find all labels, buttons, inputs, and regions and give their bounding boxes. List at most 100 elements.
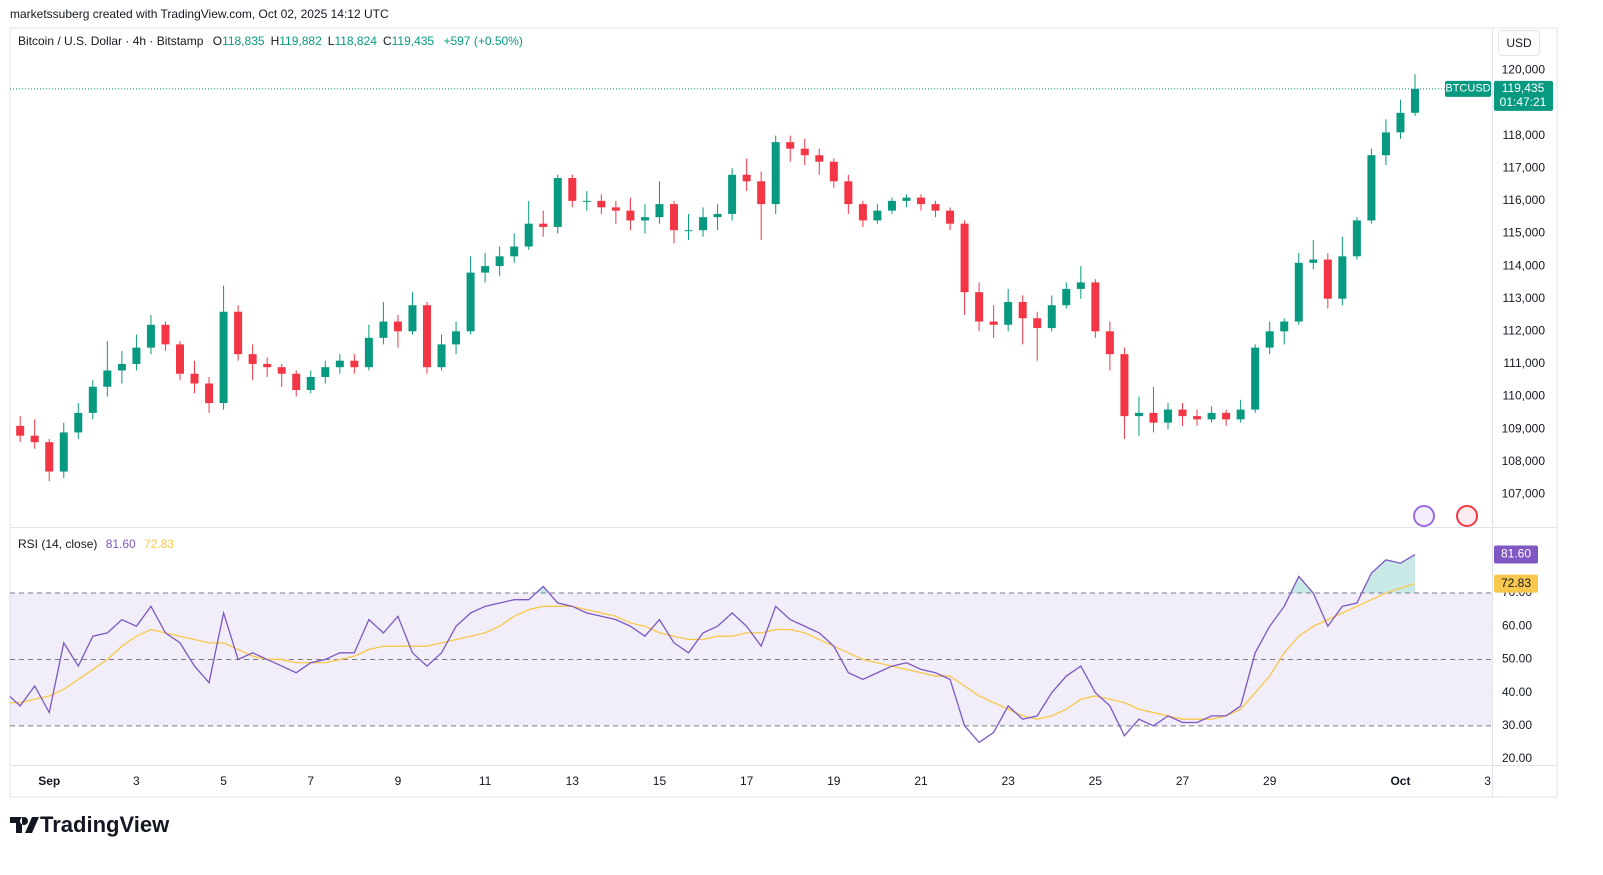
logo: TradingView: [10, 812, 169, 838]
x-tick-label: 3: [133, 774, 140, 788]
candle-body: [481, 266, 490, 273]
candle-body: [1018, 301, 1027, 319]
candle-body: [2, 419, 10, 426]
ohlc-value: 119,882: [279, 34, 322, 48]
candle-body: [524, 223, 533, 247]
x-tick-label: Sep: [38, 774, 60, 788]
ohlc-value: 118,835: [222, 34, 265, 48]
candle-body: [539, 223, 548, 227]
y-tick-label: 60.00: [1502, 618, 1532, 632]
candle-body: [1396, 112, 1405, 133]
overbought-fill: [535, 554, 1415, 594]
icon-button[interactable]: [1413, 505, 1435, 527]
candle-body: [117, 363, 126, 371]
value-badge-label: 81.60: [1501, 547, 1531, 561]
candle-body: [1178, 409, 1187, 417]
candle-body: [146, 324, 155, 348]
y-tick-label: 108,000: [1502, 454, 1546, 468]
candle-body: [1222, 412, 1231, 420]
candle-body: [452, 331, 461, 345]
candle-body: [669, 204, 678, 231]
candle-body: [277, 367, 286, 374]
y-tick-label: 109,000: [1502, 421, 1546, 435]
candle-body: [902, 197, 911, 201]
candle-body: [74, 412, 83, 433]
y-tick-label: 114,000: [1503, 258, 1546, 272]
symbol-legend: Bitcoin / U.S. Dollar · 4h · Bitstamp O1…: [18, 34, 523, 48]
candle-body: [1033, 318, 1042, 329]
candle-body: [1352, 220, 1361, 257]
candle-body: [771, 142, 780, 205]
ohlc-value: 119,435: [391, 34, 435, 48]
candle-body: [1251, 347, 1260, 410]
candle-body: [1120, 354, 1129, 417]
candle-body: [379, 321, 388, 338]
value-badge-label: 72.83: [1501, 576, 1531, 590]
y-tick-label: 113,000: [1503, 291, 1546, 305]
y-tick-label: 119,000: [1503, 95, 1546, 109]
candle-body: [699, 217, 708, 231]
x-tick-label: 11: [479, 774, 492, 788]
candle-body: [742, 174, 751, 182]
candle-body: [103, 370, 112, 387]
symbol-badge: [1445, 80, 1491, 97]
candle-body: [931, 204, 940, 211]
y-tick-label: 118,000: [1503, 128, 1546, 142]
x-tick-label: 15: [653, 774, 667, 788]
y-tick-label: 120,000: [1502, 63, 1546, 77]
candle-body: [292, 373, 301, 391]
currency-button[interactable]: USD: [1498, 30, 1540, 56]
candle-body: [393, 321, 402, 332]
candle-body: [1236, 409, 1245, 420]
candle-body: [408, 305, 417, 332]
y-tick-label: 50.00: [1502, 652, 1532, 666]
candle-body: [684, 230, 693, 232]
x-tick-label: 19: [827, 774, 841, 788]
candle-body: [829, 161, 838, 182]
symbol-badge-label: BTCUSD: [1445, 83, 1490, 95]
y-tick-label: 20.00: [1502, 751, 1532, 765]
candle-body: [1105, 331, 1114, 355]
candle-body: [30, 435, 39, 443]
candle-body: [1091, 282, 1100, 332]
value-badge: [1494, 545, 1538, 564]
logo-icon: [10, 817, 39, 833]
candle-body: [1076, 282, 1085, 289]
candle-body: [1265, 331, 1274, 348]
candle-body: [1367, 155, 1376, 221]
value-badge: [1494, 574, 1538, 593]
candle-body: [1149, 412, 1158, 423]
candle-body: [263, 363, 272, 368]
candle-body: [757, 181, 766, 205]
candle-body: [321, 367, 330, 377]
change: +597 (+0.50%): [443, 34, 523, 48]
candle-body: [437, 344, 446, 368]
y-tick-label: 117,000: [1503, 160, 1546, 174]
x-tick-label: 27: [1176, 774, 1190, 788]
candle-body: [844, 181, 853, 205]
candle-body: [175, 344, 184, 374]
x-tick-label: 3: [1484, 774, 1491, 788]
candle-body: [1280, 321, 1289, 332]
candle-body: [975, 292, 984, 322]
candle-body: [466, 272, 475, 332]
x-tick-label: 23: [1001, 774, 1015, 788]
candle-body: [248, 354, 257, 364]
candle-body: [1381, 132, 1390, 156]
candle-body: [946, 210, 955, 224]
candle-body: [916, 197, 925, 205]
candle-body: [960, 223, 969, 293]
candle-body: [219, 311, 228, 404]
candle-body: [190, 373, 199, 384]
candle-body: [1062, 288, 1071, 306]
candle-body: [597, 200, 606, 208]
candle-body: [88, 386, 97, 413]
y-tick-label: 107,000: [1502, 487, 1546, 501]
candle-body: [1163, 409, 1172, 423]
candle-body: [1193, 416, 1202, 420]
candle-body: [132, 347, 141, 364]
x-tick-label: 7: [307, 774, 314, 788]
icon-button[interactable]: [1456, 505, 1478, 527]
candle-body: [655, 204, 664, 218]
